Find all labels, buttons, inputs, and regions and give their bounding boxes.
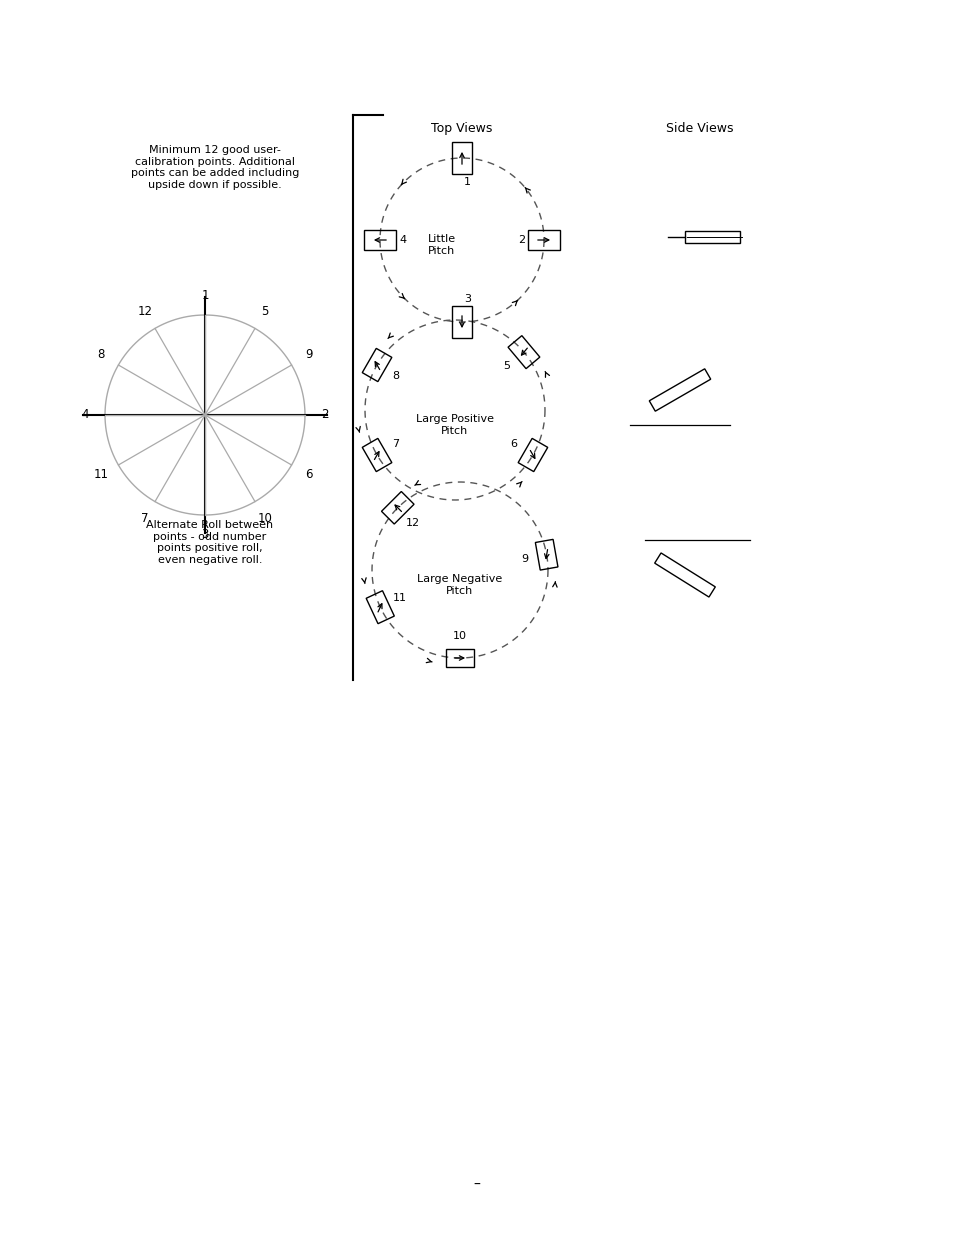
Text: 1: 1 [201, 289, 209, 301]
Text: Alternate Roll between
points - odd number
points positive roll,
even negative r: Alternate Roll between points - odd numb… [146, 520, 274, 564]
Text: –: – [473, 1178, 480, 1192]
Text: Top Views: Top Views [431, 122, 492, 135]
Text: Minimum 12 good user-
calibration points. Additional
points can be added includi: Minimum 12 good user- calibration points… [131, 144, 299, 190]
Text: 9: 9 [305, 348, 313, 362]
Text: 4: 4 [81, 409, 89, 421]
Text: 3: 3 [201, 529, 209, 541]
Text: 11: 11 [393, 593, 407, 603]
Text: 7: 7 [392, 438, 399, 450]
Text: 12: 12 [406, 519, 420, 529]
Text: Large Positive
Pitch: Large Positive Pitch [416, 414, 494, 436]
Text: 8: 8 [392, 370, 399, 382]
Text: Side Views: Side Views [665, 122, 733, 135]
Text: Little
Pitch: Little Pitch [428, 235, 456, 256]
Text: 7: 7 [141, 513, 149, 525]
Text: 5: 5 [503, 362, 510, 372]
Text: 10: 10 [257, 513, 273, 525]
Text: 3: 3 [463, 294, 471, 304]
Text: 5: 5 [261, 305, 269, 317]
Text: 11: 11 [93, 468, 109, 482]
Text: Large Negative
Pitch: Large Negative Pitch [416, 574, 502, 595]
Text: 12: 12 [137, 305, 152, 317]
Text: 2: 2 [321, 409, 329, 421]
Text: 10: 10 [453, 631, 467, 641]
Text: 9: 9 [521, 553, 528, 563]
Bar [684, 231, 740, 243]
Text: 8: 8 [97, 348, 105, 362]
Text: 6: 6 [305, 468, 313, 482]
Text: 1: 1 [463, 177, 471, 186]
Text: 2: 2 [517, 235, 524, 245]
Text: 6: 6 [510, 438, 517, 450]
Text: 4: 4 [398, 235, 406, 245]
